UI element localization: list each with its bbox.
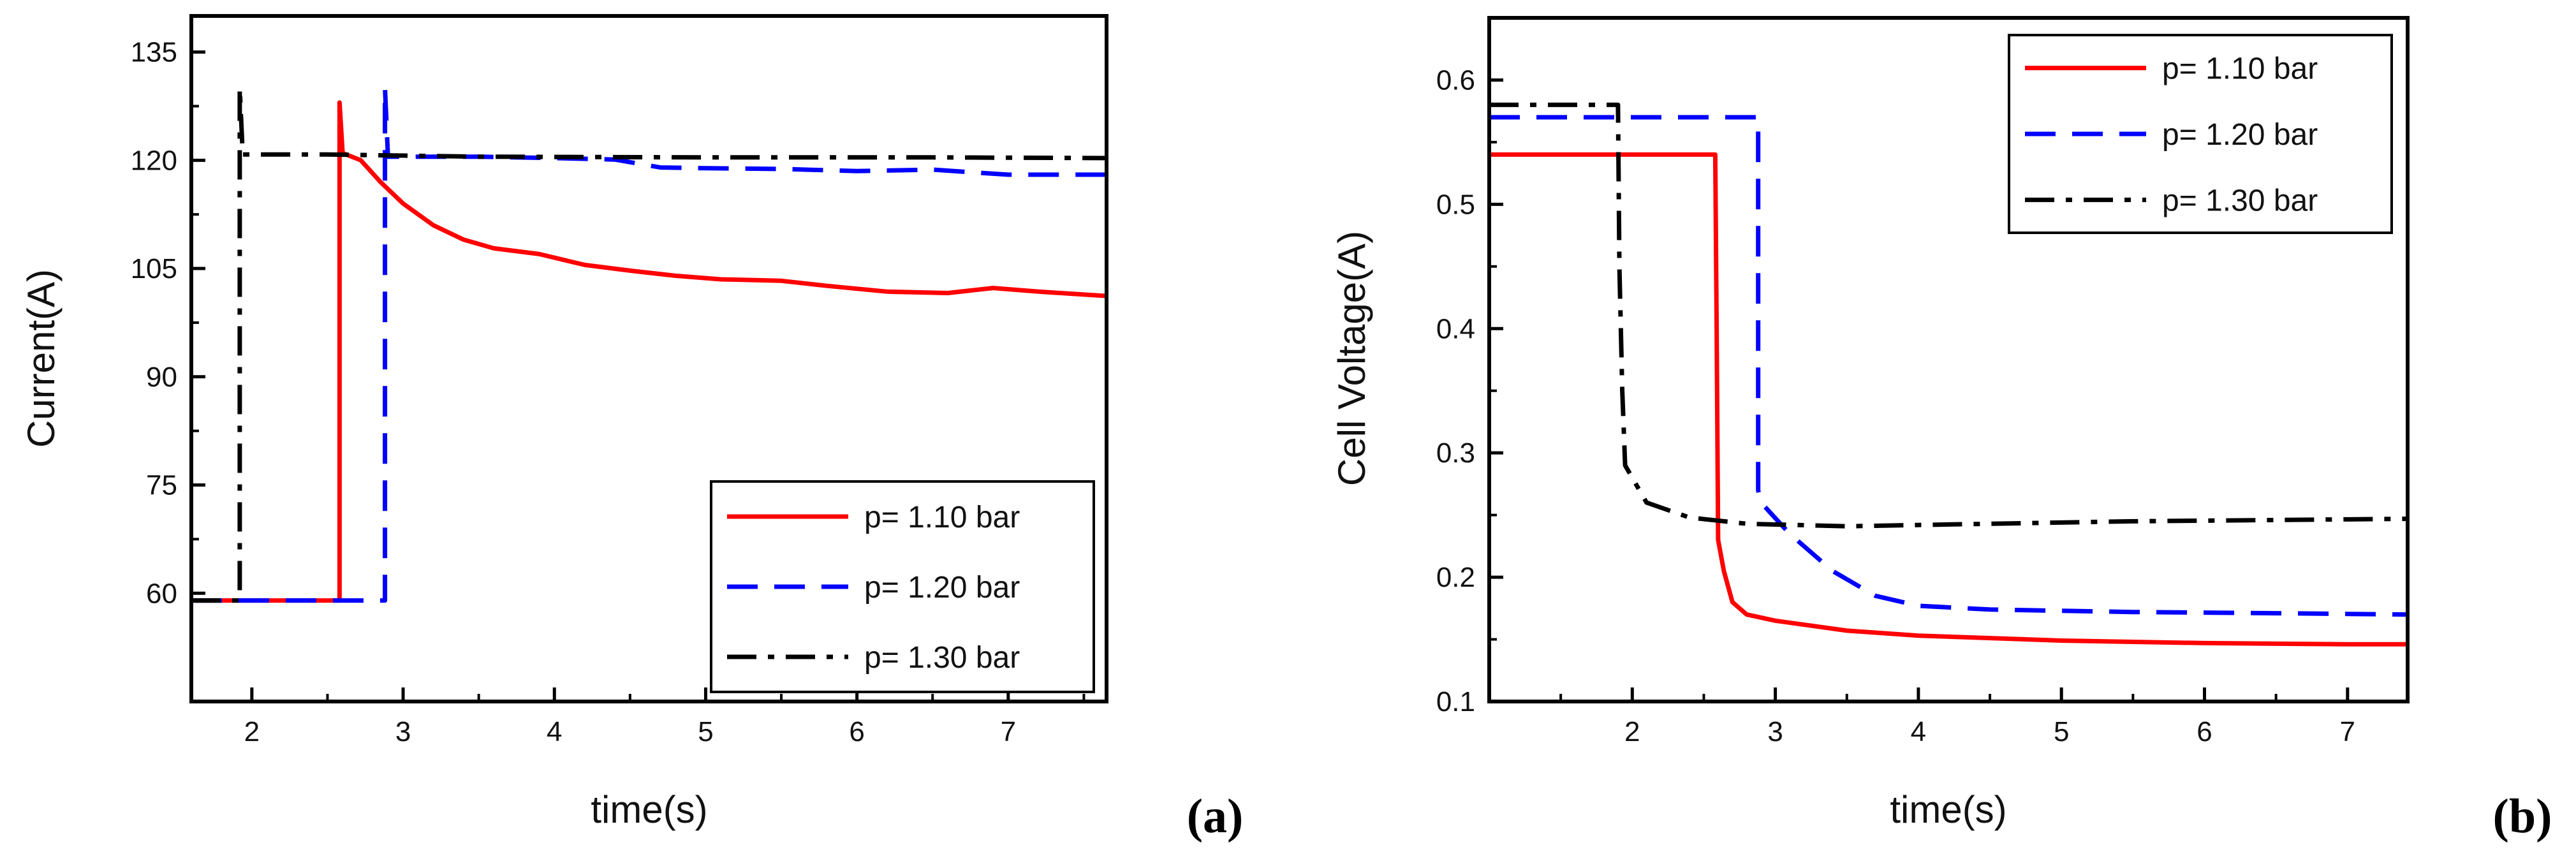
legend-label-p-1-30-b: p= 1.30 bar	[2162, 184, 2318, 217]
legend-label-p-1-20-a: p= 1.20 bar	[864, 571, 1020, 605]
x-tick-label-a-5: 7	[1001, 716, 1016, 747]
x-tick-label-b-1: 3	[1767, 716, 1783, 747]
y-tick-label-b-0: 0.1	[1436, 686, 1475, 717]
panel-a-current: 2 3 4 5 6 7 60 75 90 105 120 135 time(s) Current(A)…	[20, 14, 1244, 843]
y-tick-label-b-3: 0.4	[1436, 313, 1475, 344]
x-tick-label-b-4: 6	[2197, 716, 2212, 747]
series-line-p-1-10-b	[1489, 152, 2408, 647]
y-tick-label-b-1: 0.2	[1436, 562, 1475, 593]
y-tick-label-a-1: 75	[146, 470, 177, 501]
panel-label-a: (a)	[1187, 790, 1244, 843]
ticks-group-b: 2 3 4 5 6 7 0.1 0.2 0.3 0.4 0.5 0.6	[1436, 64, 2355, 747]
x-tick-label-b-3: 5	[2054, 716, 2069, 747]
y-tick-label-a-0: 60	[146, 578, 177, 609]
x-tick-label-b-0: 2	[1624, 716, 1640, 747]
series-line-p-1-30-a	[191, 85, 1107, 603]
x-tick-label-a-3: 5	[698, 716, 713, 747]
series-line-p-1-20-b	[1489, 115, 2408, 617]
y-tick-label-b-5: 0.6	[1436, 64, 1475, 96]
legend-b: p= 1.10 bar p= 1.20 bar p= 1.30 bar	[2008, 34, 2393, 234]
series-line-p-1-20-a	[191, 85, 1107, 603]
x-tick-label-a-1: 3	[395, 716, 411, 747]
y-tick-label-a-3: 105	[131, 253, 177, 284]
x-tick-label-b-2: 4	[1911, 716, 1926, 747]
x-axis-title-b: time(s)	[1890, 788, 2006, 831]
y-tick-label-b-4: 0.5	[1436, 189, 1475, 220]
y-axis-title-b: Cell Voltage(A)	[1330, 231, 1373, 486]
legend-label-p-1-10-a: p= 1.10 bar	[864, 501, 1020, 534]
series-line-p-1-30-b	[1489, 102, 2408, 529]
y-tick-label-a-4: 120	[131, 145, 177, 176]
ticks-group-a: 2 3 4 5 6 7 60 75 90 105 120 135	[131, 37, 1086, 747]
y-tick-label-b-2: 0.3	[1436, 437, 1475, 469]
legend-label-p-1-30-a: p= 1.30 bar	[864, 641, 1020, 675]
plot-frame-a	[189, 14, 1108, 703]
y-tick-label-a-2: 90	[146, 362, 177, 393]
x-tick-label-b-5: 7	[2340, 716, 2355, 747]
legend-label-p-1-20-b: p= 1.20 bar	[2162, 118, 2318, 152]
series-group-b	[1489, 102, 2408, 647]
x-tick-label-a-2: 4	[547, 716, 562, 747]
x-tick-label-a-4: 6	[849, 716, 864, 747]
panel-b-cell-voltage: 2 3 4 5 6 7 0.1 0.2 0.3 0.4 0.5 0.6 time(s) Cell Vo…	[1330, 16, 2552, 843]
x-tick-label-a-0: 2	[244, 716, 260, 747]
legend-label-p-1-10-b: p= 1.10 bar	[2162, 52, 2318, 86]
series-line-p-1-10-a	[191, 100, 1107, 603]
y-tick-label-a-5: 135	[131, 37, 177, 68]
series-group-a	[191, 85, 1107, 603]
legend-a: p= 1.10 bar p= 1.20 bar p= 1.30 bar	[710, 480, 1095, 693]
y-axis-title-a: Current(A)	[20, 269, 63, 448]
plot-frame-b	[1487, 16, 2410, 703]
panel-label-b: (b)	[2493, 790, 2552, 843]
x-axis-title-a: time(s)	[591, 788, 707, 831]
